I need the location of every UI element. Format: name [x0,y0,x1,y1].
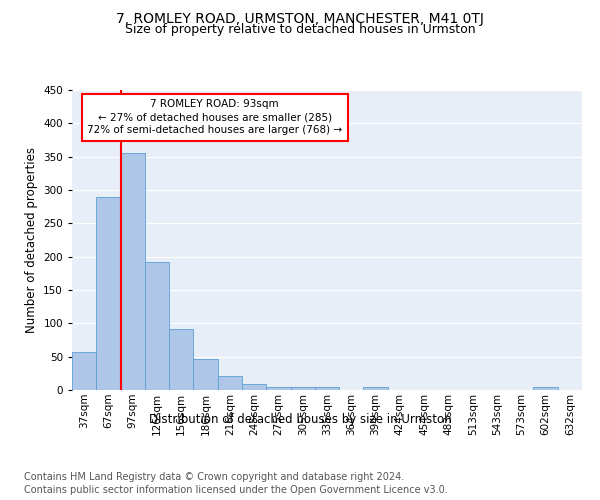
Bar [121,152,145,390]
Bar [290,386,315,390]
Bar [242,384,266,390]
Bar [145,262,169,390]
Text: Contains HM Land Registry data © Crown copyright and database right 2024.: Contains HM Land Registry data © Crown c… [24,472,404,482]
Bar [364,386,388,390]
Bar [266,386,290,390]
Bar [315,386,339,390]
Text: Distribution of detached houses by size in Urmston: Distribution of detached houses by size … [149,412,451,426]
Bar [72,352,96,390]
Bar [533,386,558,390]
Y-axis label: Number of detached properties: Number of detached properties [25,147,38,333]
Text: Contains public sector information licensed under the Open Government Licence v3: Contains public sector information licen… [24,485,448,495]
Text: 7, ROMLEY ROAD, URMSTON, MANCHESTER, M41 0TJ: 7, ROMLEY ROAD, URMSTON, MANCHESTER, M41… [116,12,484,26]
Bar [193,360,218,390]
Bar [169,328,193,390]
Bar [218,376,242,390]
Bar [96,196,121,390]
Text: Size of property relative to detached houses in Urmston: Size of property relative to detached ho… [125,22,475,36]
Text: 7 ROMLEY ROAD: 93sqm
← 27% of detached houses are smaller (285)
72% of semi-deta: 7 ROMLEY ROAD: 93sqm ← 27% of detached h… [87,99,343,136]
